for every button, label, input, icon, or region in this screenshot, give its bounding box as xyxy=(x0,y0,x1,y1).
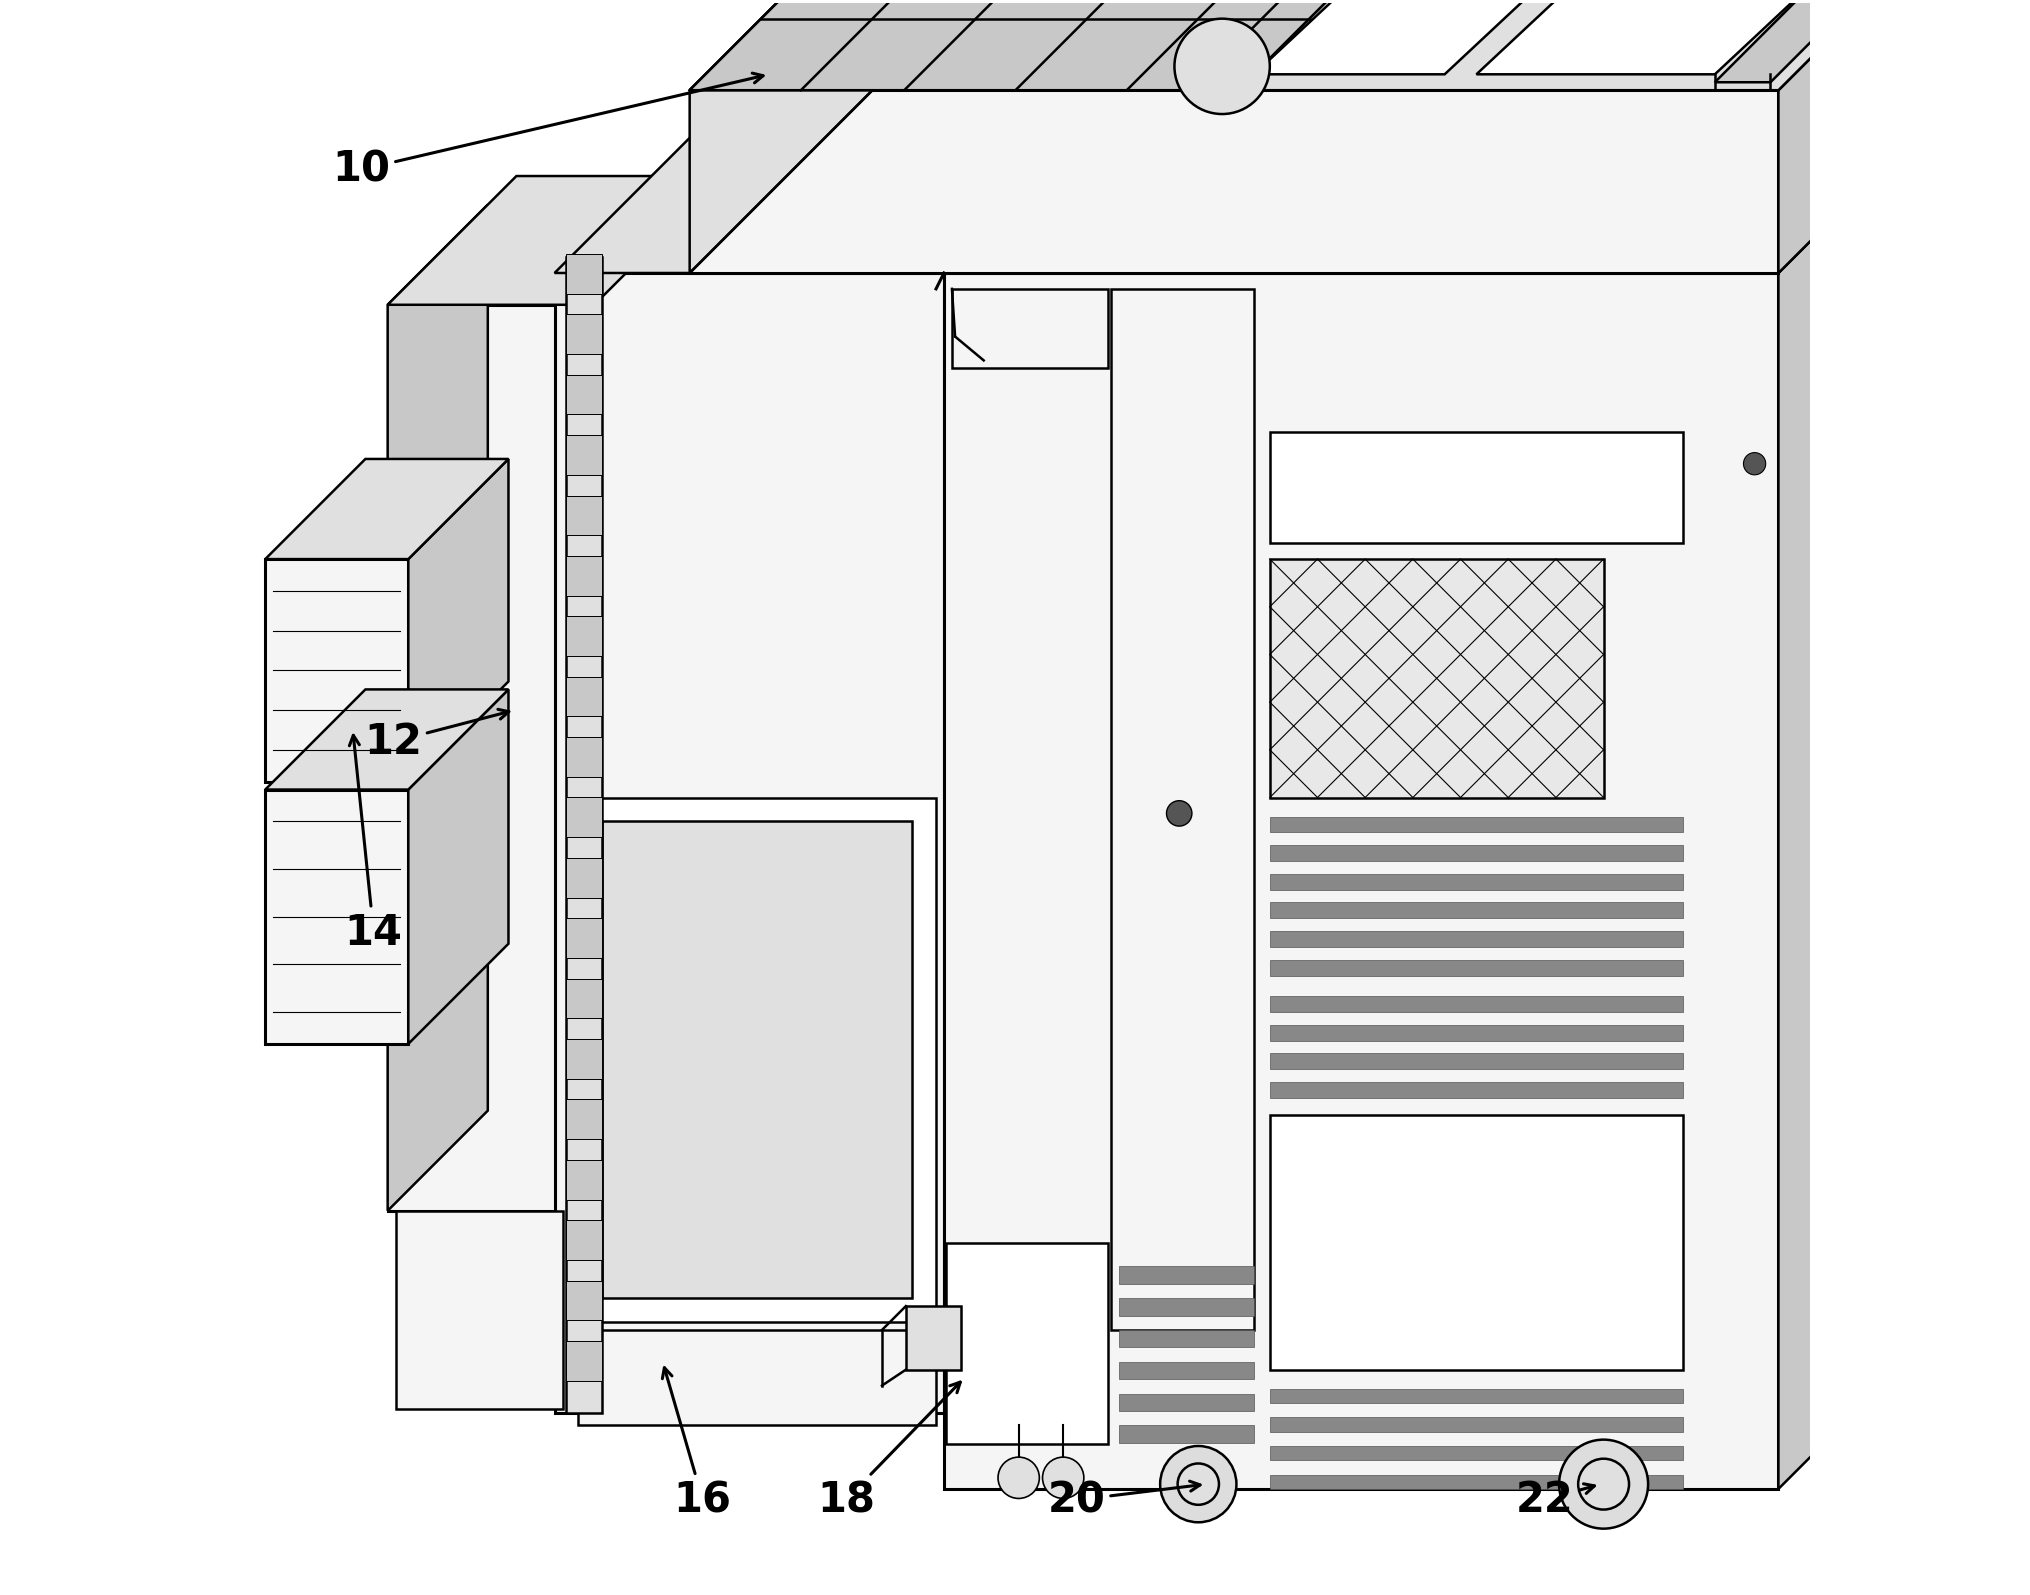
Polygon shape xyxy=(566,979,603,1019)
Text: 14: 14 xyxy=(345,735,402,954)
Polygon shape xyxy=(1269,560,1604,798)
Polygon shape xyxy=(566,1099,603,1139)
Polygon shape xyxy=(690,0,2030,91)
Polygon shape xyxy=(1269,1389,1683,1404)
Polygon shape xyxy=(1119,1298,1253,1316)
Polygon shape xyxy=(1821,525,1935,877)
Text: 16: 16 xyxy=(662,1367,731,1522)
Polygon shape xyxy=(566,375,603,415)
Polygon shape xyxy=(266,560,408,782)
Polygon shape xyxy=(566,1160,603,1199)
Polygon shape xyxy=(566,254,603,293)
Circle shape xyxy=(1165,801,1192,826)
Polygon shape xyxy=(566,1281,603,1321)
Polygon shape xyxy=(566,435,603,475)
Text: 20: 20 xyxy=(1047,1479,1200,1522)
Polygon shape xyxy=(266,689,508,790)
Polygon shape xyxy=(388,175,723,305)
Polygon shape xyxy=(952,289,1106,368)
Polygon shape xyxy=(566,557,603,595)
Polygon shape xyxy=(1269,931,1683,947)
Polygon shape xyxy=(566,1341,603,1381)
Polygon shape xyxy=(388,305,595,1211)
Polygon shape xyxy=(579,1330,936,1426)
Polygon shape xyxy=(566,798,603,837)
Polygon shape xyxy=(1238,0,2030,91)
Text: 10: 10 xyxy=(331,73,763,191)
Polygon shape xyxy=(408,689,508,1043)
Polygon shape xyxy=(1269,1475,1683,1488)
Circle shape xyxy=(1742,453,1764,475)
Polygon shape xyxy=(905,1306,960,1370)
Polygon shape xyxy=(1269,817,1683,833)
Polygon shape xyxy=(1269,1115,1683,1370)
Polygon shape xyxy=(1269,903,1683,919)
Polygon shape xyxy=(554,129,832,273)
Polygon shape xyxy=(579,798,936,1322)
Polygon shape xyxy=(944,0,2030,273)
Polygon shape xyxy=(1269,1053,1683,1069)
Polygon shape xyxy=(566,919,603,959)
Polygon shape xyxy=(690,91,1778,273)
Polygon shape xyxy=(1476,0,1957,75)
Text: 18: 18 xyxy=(816,1383,960,1522)
Polygon shape xyxy=(1269,1081,1683,1097)
Polygon shape xyxy=(1119,1362,1253,1380)
Polygon shape xyxy=(566,1220,603,1260)
Polygon shape xyxy=(690,0,974,273)
Polygon shape xyxy=(1269,1447,1683,1461)
Polygon shape xyxy=(266,459,508,560)
Polygon shape xyxy=(1269,845,1683,861)
Polygon shape xyxy=(566,676,603,716)
Polygon shape xyxy=(1119,1330,1253,1348)
Polygon shape xyxy=(566,737,603,777)
Polygon shape xyxy=(1119,1266,1253,1284)
Polygon shape xyxy=(1269,1418,1683,1432)
Polygon shape xyxy=(566,858,603,898)
Polygon shape xyxy=(1778,0,2030,273)
Polygon shape xyxy=(1253,0,1687,75)
Text: 22: 22 xyxy=(1516,1479,1594,1522)
Circle shape xyxy=(1159,1447,1236,1522)
Circle shape xyxy=(1173,19,1269,113)
Circle shape xyxy=(1559,1440,1646,1528)
Polygon shape xyxy=(408,459,508,782)
Circle shape xyxy=(1577,1459,1628,1509)
Polygon shape xyxy=(1119,1394,1253,1412)
Polygon shape xyxy=(690,0,1382,91)
Polygon shape xyxy=(1269,432,1683,544)
Polygon shape xyxy=(1778,0,2030,1488)
Polygon shape xyxy=(566,1038,603,1078)
Polygon shape xyxy=(603,821,911,1298)
Polygon shape xyxy=(566,616,603,656)
Circle shape xyxy=(1177,1464,1218,1504)
Polygon shape xyxy=(1269,1026,1683,1040)
Polygon shape xyxy=(566,314,603,354)
Polygon shape xyxy=(388,204,487,1211)
Polygon shape xyxy=(944,273,1778,1488)
Text: 12: 12 xyxy=(363,710,510,762)
Polygon shape xyxy=(1119,1426,1253,1443)
Polygon shape xyxy=(1110,289,1253,1330)
Polygon shape xyxy=(396,1211,562,1410)
Polygon shape xyxy=(946,1243,1106,1445)
Polygon shape xyxy=(1713,0,2028,83)
Polygon shape xyxy=(566,496,603,536)
Polygon shape xyxy=(1269,960,1683,976)
Polygon shape xyxy=(566,257,603,1413)
Polygon shape xyxy=(1269,997,1683,1013)
Circle shape xyxy=(997,1458,1039,1498)
Polygon shape xyxy=(1269,874,1683,890)
Polygon shape xyxy=(554,273,944,1413)
Circle shape xyxy=(1041,1458,1084,1498)
Polygon shape xyxy=(266,790,408,1043)
